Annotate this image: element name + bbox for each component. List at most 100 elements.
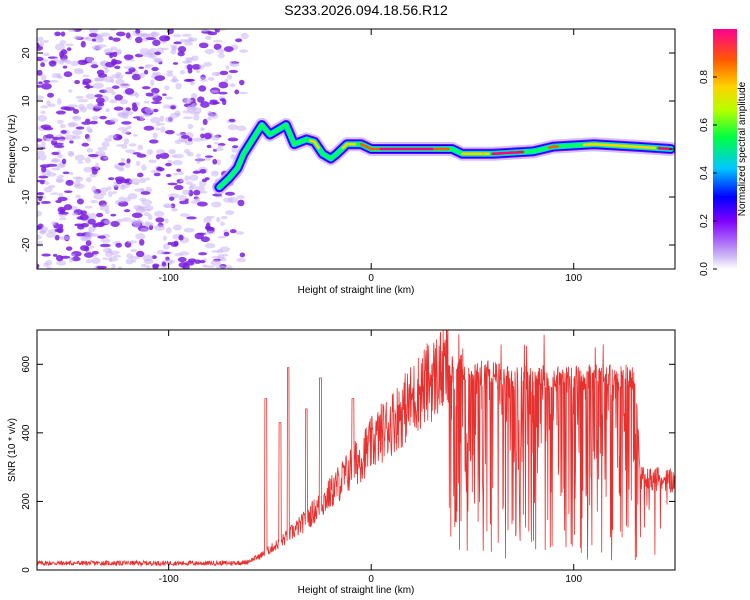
noise-blob bbox=[87, 153, 99, 158]
colorbar-tick-label: 0.4 bbox=[699, 166, 710, 180]
snr-y-tick-label: 400 bbox=[21, 424, 32, 441]
noise-blob bbox=[84, 157, 91, 164]
noise-blob bbox=[46, 266, 52, 269]
noise-blob bbox=[88, 232, 95, 236]
noise-blob bbox=[139, 238, 145, 246]
noise-blob bbox=[126, 158, 131, 164]
noise-blob bbox=[114, 94, 123, 101]
noise-blob bbox=[178, 171, 185, 176]
noise-blob bbox=[37, 179, 46, 183]
noise-blob bbox=[138, 52, 149, 56]
noise-blob bbox=[56, 73, 62, 78]
noise-blob bbox=[154, 58, 161, 63]
noise-blob bbox=[199, 169, 207, 174]
snr-chart: -100 0 100 0 200 400 600 Height of straight li… bbox=[7, 329, 676, 596]
noise-blob bbox=[136, 153, 147, 158]
noise-blob bbox=[145, 177, 151, 181]
noise-blob bbox=[199, 76, 207, 80]
noise-blob bbox=[180, 134, 190, 139]
noise-blob bbox=[120, 157, 125, 163]
noise-blob bbox=[152, 71, 162, 77]
noise-blob bbox=[132, 32, 140, 36]
noise-blob bbox=[226, 74, 233, 80]
noise-blob bbox=[83, 85, 94, 89]
noise-blob bbox=[112, 51, 118, 58]
noise-blob bbox=[88, 226, 96, 233]
noise-blob bbox=[150, 116, 161, 124]
noise-blob bbox=[151, 101, 162, 105]
noise-blob bbox=[181, 189, 191, 195]
noise-blob bbox=[37, 69, 43, 76]
noise-blob bbox=[169, 44, 178, 49]
noise-blob bbox=[186, 60, 192, 64]
noise-blob bbox=[123, 138, 130, 145]
noise-blob bbox=[113, 254, 122, 258]
noise-blob bbox=[55, 254, 64, 262]
noise-blob bbox=[151, 87, 160, 94]
noise-blob bbox=[164, 96, 173, 100]
noise-blob bbox=[191, 93, 198, 99]
noise-blob bbox=[104, 137, 113, 142]
noise-blob bbox=[67, 104, 79, 108]
noise-blob bbox=[226, 265, 233, 269]
noise-blob bbox=[37, 115, 48, 122]
spectrogram-y-label: Frequency (Hz) bbox=[7, 115, 18, 184]
noise-blob bbox=[114, 65, 121, 70]
noise-blob bbox=[186, 64, 193, 71]
noise-blob bbox=[195, 70, 201, 74]
noise-blob bbox=[212, 101, 220, 105]
noise-blob bbox=[89, 120, 98, 125]
noise-blob bbox=[64, 43, 74, 47]
noise-blob bbox=[37, 56, 44, 62]
noise-blob bbox=[85, 259, 92, 264]
noise-blob bbox=[229, 83, 236, 88]
noise-blob bbox=[59, 235, 71, 241]
noise-blob bbox=[219, 70, 229, 76]
noise-blob bbox=[122, 217, 132, 222]
noise-blob bbox=[65, 179, 74, 186]
noise-blob bbox=[189, 37, 198, 42]
noise-blob bbox=[140, 191, 151, 195]
noise-blob bbox=[85, 118, 91, 123]
noise-blob bbox=[118, 196, 125, 203]
noise-blob bbox=[118, 168, 125, 172]
noise-blob bbox=[162, 93, 167, 96]
spectrogram-y-tick-label: 0 bbox=[21, 146, 32, 152]
noise-blob bbox=[224, 78, 229, 83]
noise-blob bbox=[223, 46, 234, 53]
noise-blob bbox=[172, 224, 182, 231]
noise-blob bbox=[156, 149, 165, 155]
noise-blob bbox=[119, 83, 131, 89]
noise-blob bbox=[151, 66, 159, 72]
noise-blob bbox=[232, 145, 239, 149]
noise-blob bbox=[62, 65, 68, 69]
noise-blob bbox=[80, 235, 89, 242]
noise-blob bbox=[237, 199, 245, 207]
noise-blob bbox=[90, 257, 101, 264]
noise-blob bbox=[58, 138, 66, 142]
noise-blob bbox=[47, 92, 54, 98]
noise-blob bbox=[154, 51, 161, 56]
noise-blob bbox=[213, 43, 222, 50]
noise-blob bbox=[68, 29, 76, 33]
noise-blob bbox=[200, 190, 208, 194]
noise-blob bbox=[94, 94, 103, 98]
noise-blob bbox=[91, 185, 97, 193]
noise-blob bbox=[223, 231, 230, 237]
noise-blob bbox=[167, 159, 173, 164]
noise-blob bbox=[37, 138, 43, 142]
noise-blob bbox=[159, 35, 170, 42]
noise-blob bbox=[162, 235, 167, 241]
noise-blob bbox=[102, 257, 109, 261]
noise-blob bbox=[112, 37, 121, 42]
noise-blob bbox=[150, 169, 160, 174]
noise-blob bbox=[69, 171, 74, 176]
noise-blob bbox=[92, 82, 104, 89]
noise-blob bbox=[51, 151, 60, 156]
noise-blob bbox=[146, 149, 154, 155]
noise-blob bbox=[210, 259, 222, 266]
noise-blob bbox=[107, 134, 117, 139]
snr-x-tick-label: -100 bbox=[159, 574, 179, 585]
noise-blob bbox=[68, 89, 73, 93]
